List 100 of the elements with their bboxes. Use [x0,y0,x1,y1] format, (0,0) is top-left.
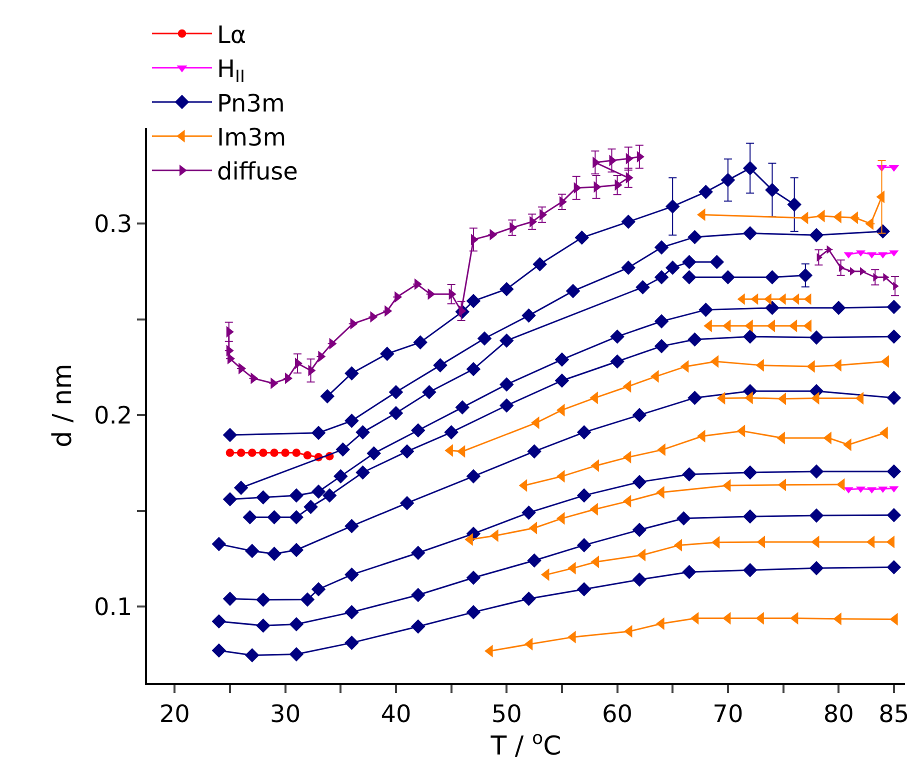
x-tick-label: 50 [491,700,522,728]
point [344,518,359,534]
point [320,389,335,404]
legend-label: diffuse [217,158,298,186]
legend-label: Pn3m [217,89,285,118]
point [444,425,458,440]
point [576,488,592,503]
point [574,230,590,245]
point [410,619,426,634]
point [698,184,713,200]
legend-label: Im3m [217,124,286,152]
point [688,390,702,405]
point [356,465,370,480]
point [334,469,348,484]
legend-label: Lα [217,20,246,49]
point [212,536,226,552]
point [222,428,238,442]
point [522,592,536,606]
point [212,614,226,629]
point [742,562,758,578]
y-tick-label: 0.2 [94,401,132,430]
point [499,377,514,392]
point [380,346,394,361]
point [256,592,270,607]
point [886,508,902,522]
point [499,333,514,348]
point [576,582,592,596]
point [527,553,542,568]
point [289,542,304,558]
point [311,426,326,440]
point [222,492,238,506]
point [344,605,359,620]
point [720,270,736,284]
point [809,508,824,523]
point [682,564,696,580]
x-tick-label: 60 [602,700,633,728]
point [267,510,282,524]
y-tick-label: 0.3 [94,210,132,238]
point [433,358,448,372]
point [499,282,514,296]
point [477,331,492,346]
point [244,648,260,662]
point [422,384,436,400]
point [886,464,902,479]
point [576,425,592,440]
point [256,618,270,633]
point [665,260,680,275]
point [654,270,669,284]
x-tick-label: 20 [159,700,190,728]
point [765,182,780,198]
point [466,570,481,585]
point [527,444,542,459]
point [234,480,248,495]
point [654,339,669,354]
point [682,467,696,482]
point [256,490,270,505]
point [636,280,650,294]
point [621,214,636,229]
point [742,465,758,480]
point [682,270,696,284]
point [410,546,426,560]
point [688,230,702,244]
point [410,423,426,438]
point [259,448,268,457]
point [610,354,624,369]
point [400,444,414,459]
point [886,300,902,314]
point [455,400,470,415]
point [304,500,318,514]
point [244,544,260,558]
point [281,448,290,457]
point [356,425,370,440]
point [289,647,304,662]
point [720,172,736,188]
point [292,448,301,457]
point [226,448,234,457]
point [532,257,547,272]
point [698,302,713,317]
point [621,260,636,275]
point [886,560,902,574]
point [336,442,350,457]
point [742,329,758,344]
point [300,592,315,607]
point [303,451,312,460]
point [886,390,902,405]
point [765,270,780,284]
point [576,538,592,552]
point [466,605,481,620]
point [413,335,428,350]
point [344,366,359,380]
point [388,406,404,420]
point [566,284,580,298]
point [889,486,899,493]
legend-label: H$_{II}$ [217,55,245,86]
point [466,469,481,484]
x-tick-label: 80 [823,700,854,728]
point [742,161,758,176]
point [632,572,647,587]
x-tick-label: 70 [712,700,744,728]
x-tick-label: 30 [270,700,301,728]
